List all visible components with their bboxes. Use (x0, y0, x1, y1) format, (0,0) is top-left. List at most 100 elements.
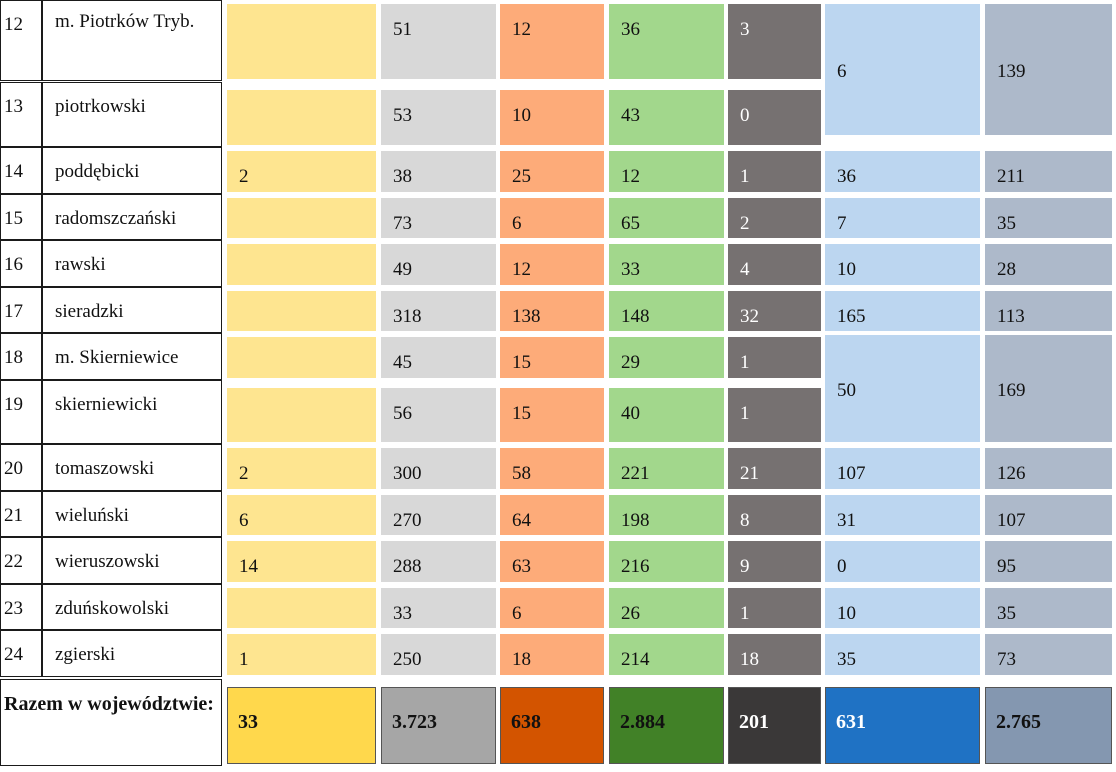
district-name: radomszczański (42, 194, 222, 240)
district-name: skierniewicki (42, 380, 222, 444)
value-cell: 211 (985, 151, 1112, 192)
value-cell: 6 (227, 495, 376, 535)
value-cell: 51 (381, 4, 496, 79)
value-cell: 45 (381, 337, 496, 378)
value-cell: 35 (825, 634, 980, 675)
value-cell: 35 (985, 198, 1112, 238)
value-cell: 8 (728, 495, 821, 535)
district-name: tomaszowski (42, 444, 222, 491)
district-name: zgierski (42, 630, 222, 677)
value-cell: 95 (985, 541, 1112, 582)
value-cell: 56 (381, 388, 496, 442)
value-cell: 1 (728, 151, 821, 192)
district-name: sieradzki (42, 287, 222, 333)
row-number: 16 (0, 240, 42, 287)
value-cell: 138 (500, 291, 604, 331)
value-cell: 288 (381, 541, 496, 582)
value-cell: 3 (728, 4, 821, 79)
total-label: Razem w województwie: (0, 679, 222, 766)
value-cell: 2 (728, 198, 821, 238)
value-cell: 9 (728, 541, 821, 582)
value-cell: 216 (609, 541, 724, 582)
value-cell: 107 (825, 448, 980, 489)
value-cell: 73 (381, 198, 496, 238)
value-cell: 63 (500, 541, 604, 582)
total-value: 201 (728, 687, 821, 764)
district-name: m. Piotrków Tryb. (42, 0, 222, 81)
row-number: 22 (0, 537, 42, 584)
district-name: piotrkowski (42, 82, 222, 147)
value-cell: 10 (825, 588, 980, 628)
value-cell: 29 (609, 337, 724, 378)
merged-value-cell: 139 (985, 4, 1112, 135)
row-number: 18 (0, 333, 42, 380)
value-cell: 1 (227, 634, 376, 675)
value-cell: 0 (728, 90, 821, 145)
value-cell: 2 (227, 448, 376, 489)
value-cell: 4 (728, 244, 821, 285)
value-cell: 14 (227, 541, 376, 582)
value-cell (227, 291, 376, 331)
value-cell: 43 (609, 90, 724, 145)
value-cell: 73 (985, 634, 1112, 675)
value-cell: 10 (500, 90, 604, 145)
value-cell: 25 (500, 151, 604, 192)
value-cell: 221 (609, 448, 724, 489)
value-cell: 49 (381, 244, 496, 285)
value-cell: 6 (500, 198, 604, 238)
row-number: 15 (0, 194, 42, 240)
value-cell: 38 (381, 151, 496, 192)
value-cell: 21 (728, 448, 821, 489)
value-cell: 7 (825, 198, 980, 238)
row-number: 21 (0, 491, 42, 537)
value-cell: 113 (985, 291, 1112, 331)
value-cell: 300 (381, 448, 496, 489)
district-name: zduńskowolski (42, 584, 222, 630)
row-number: 19 (0, 380, 42, 444)
row-number: 17 (0, 287, 42, 333)
value-cell: 107 (985, 495, 1112, 535)
value-cell: 18 (500, 634, 604, 675)
value-cell: 165 (825, 291, 980, 331)
value-cell: 12 (500, 4, 604, 79)
total-value: 2.884 (609, 687, 724, 764)
value-cell: 33 (381, 588, 496, 628)
value-cell: 126 (985, 448, 1112, 489)
value-cell: 26 (609, 588, 724, 628)
value-cell: 12 (500, 244, 604, 285)
value-cell: 31 (825, 495, 980, 535)
value-cell: 53 (381, 90, 496, 145)
row-number: 23 (0, 584, 42, 630)
district-name: poddębicki (42, 147, 222, 194)
value-cell: 12 (609, 151, 724, 192)
district-name: m. Skierniewice (42, 333, 222, 380)
value-cell: 33 (609, 244, 724, 285)
value-cell: 2 (227, 151, 376, 192)
value-cell (227, 198, 376, 238)
row-number: 14 (0, 147, 42, 194)
value-cell: 0 (825, 541, 980, 582)
row-number: 20 (0, 444, 42, 491)
value-cell: 36 (609, 4, 724, 79)
value-cell: 65 (609, 198, 724, 238)
value-cell: 10 (825, 244, 980, 285)
total-value: 2.765 (985, 687, 1112, 764)
total-value: 3.723 (381, 687, 496, 764)
value-cell: 1 (728, 588, 821, 628)
district-name: rawski (42, 240, 222, 287)
value-cell: 6 (500, 588, 604, 628)
value-cell: 1 (728, 337, 821, 378)
value-cell (227, 244, 376, 285)
value-cell: 28 (985, 244, 1112, 285)
value-cell (227, 90, 376, 145)
value-cell (227, 4, 376, 79)
value-cell: 64 (500, 495, 604, 535)
merged-value-cell: 169 (985, 335, 1112, 442)
total-value: 638 (500, 687, 604, 764)
value-cell: 250 (381, 634, 496, 675)
value-cell: 18 (728, 634, 821, 675)
value-cell: 15 (500, 337, 604, 378)
district-name: wieluński (42, 491, 222, 537)
value-cell: 32 (728, 291, 821, 331)
value-cell: 270 (381, 495, 496, 535)
